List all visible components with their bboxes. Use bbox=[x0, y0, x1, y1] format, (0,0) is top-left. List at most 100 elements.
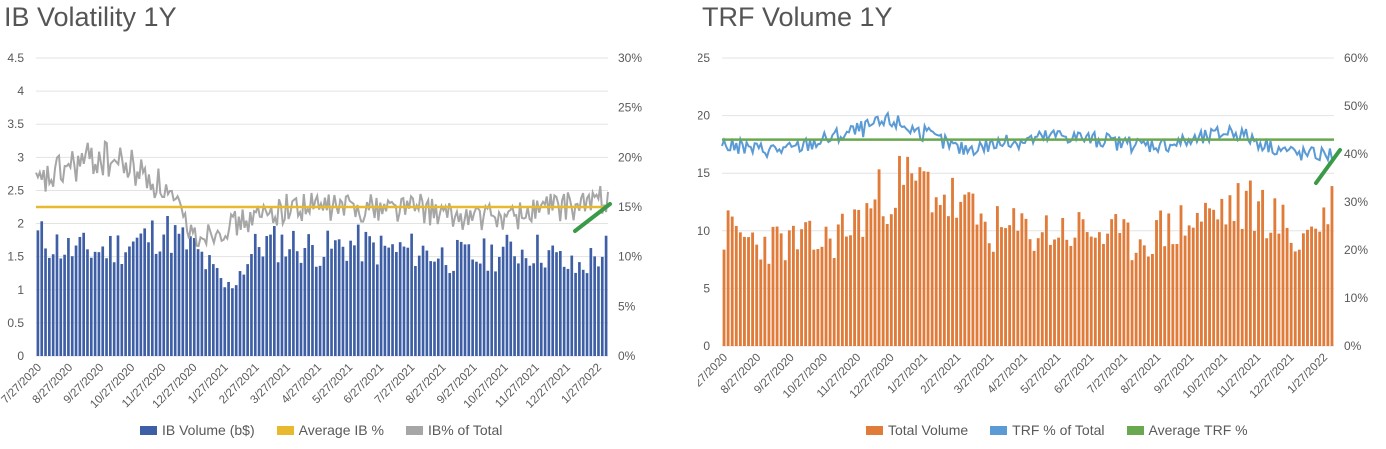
volume-bar bbox=[349, 240, 352, 356]
volume-bar bbox=[322, 256, 326, 356]
right-tick-label: 40% bbox=[1344, 147, 1368, 161]
volume-bar bbox=[1057, 237, 1061, 346]
volume-bar bbox=[429, 261, 433, 356]
volume-bar bbox=[463, 244, 467, 356]
volume-bar bbox=[1232, 221, 1236, 346]
volume-bar bbox=[227, 281, 230, 356]
volume-bar bbox=[730, 216, 734, 346]
volume-bar bbox=[755, 244, 759, 346]
volume-bar bbox=[272, 226, 276, 356]
volume-bar bbox=[910, 173, 914, 346]
volume-bar bbox=[593, 256, 596, 356]
volume-bar bbox=[467, 244, 471, 356]
volume-bar bbox=[1073, 237, 1077, 346]
volume-bar bbox=[845, 236, 848, 346]
volume-bar bbox=[353, 245, 356, 356]
volume-bar bbox=[391, 244, 394, 356]
volume-bar bbox=[51, 254, 55, 356]
volume-bar bbox=[425, 250, 429, 356]
legend-item-average-trf: Average TRF % bbox=[1126, 422, 1248, 438]
volume-bar bbox=[1212, 209, 1216, 346]
volume-bar bbox=[250, 254, 253, 356]
volume-bar bbox=[1040, 232, 1044, 346]
volume-bar bbox=[1314, 228, 1318, 346]
volume-bar bbox=[1163, 246, 1167, 346]
volume-bar bbox=[1285, 227, 1289, 346]
legend-item-total-volume: Total Volume bbox=[866, 422, 968, 438]
volume-bar bbox=[185, 249, 188, 356]
volume-bar bbox=[398, 242, 402, 356]
volume-bar bbox=[208, 255, 211, 356]
trend-arrow bbox=[1314, 148, 1342, 185]
volume-bar bbox=[951, 177, 954, 346]
volume-bar bbox=[1236, 183, 1240, 346]
volume-bar bbox=[1175, 244, 1179, 346]
volume-bar bbox=[1012, 208, 1016, 346]
volume-bar bbox=[1053, 239, 1056, 346]
volume-bar bbox=[1093, 237, 1097, 346]
volume-bar bbox=[383, 245, 387, 356]
right-tick-label: 0% bbox=[618, 349, 636, 363]
chart-legend: Total Volume TRF % of Total Average TRF … bbox=[866, 422, 1248, 438]
volume-bar bbox=[1089, 236, 1093, 346]
volume-bar bbox=[566, 268, 570, 356]
volume-bar bbox=[414, 265, 417, 356]
volume-bar bbox=[889, 214, 893, 346]
volume-bar bbox=[1281, 204, 1285, 346]
volume-bar bbox=[1122, 219, 1126, 346]
volume-bar bbox=[276, 262, 280, 356]
volume-bar bbox=[898, 155, 901, 346]
volume-bar bbox=[808, 220, 812, 346]
volume-bar bbox=[105, 258, 108, 356]
right-tick-label: 10% bbox=[618, 250, 642, 264]
volume-bar bbox=[585, 273, 589, 356]
volume-bar bbox=[942, 194, 946, 346]
volume-bar bbox=[387, 247, 391, 356]
volume-bar bbox=[747, 237, 750, 346]
volume-bar bbox=[440, 247, 444, 356]
volume-bar bbox=[234, 285, 238, 356]
legend-swatch bbox=[1126, 425, 1144, 435]
volume-bar bbox=[97, 252, 101, 356]
volume-bar bbox=[1159, 210, 1163, 346]
volume-bar bbox=[89, 257, 93, 356]
volume-bar bbox=[1224, 224, 1228, 346]
left-tick-label: 20 bbox=[698, 109, 710, 123]
volume-bar bbox=[967, 192, 971, 346]
volume-bar bbox=[934, 197, 938, 346]
legend-item-average-ib: Average IB % bbox=[276, 422, 384, 438]
volume-bar bbox=[494, 271, 497, 356]
volume-bar bbox=[812, 249, 816, 346]
volume-bar bbox=[877, 169, 881, 346]
volume-bar bbox=[63, 254, 66, 356]
volume-bar bbox=[417, 255, 421, 356]
volume-bar bbox=[231, 288, 234, 356]
volume-bar bbox=[1208, 208, 1211, 346]
volume-bar bbox=[558, 251, 562, 356]
right-tick-label: 20% bbox=[1344, 243, 1368, 257]
volume-bar bbox=[779, 233, 783, 346]
volume-bar bbox=[775, 226, 779, 346]
left-tick-label: 3.5 bbox=[7, 117, 24, 131]
volume-bar bbox=[1183, 235, 1187, 346]
volume-bar bbox=[800, 229, 803, 346]
volume-bar bbox=[116, 235, 120, 356]
volume-bar bbox=[751, 232, 755, 346]
volume-bar bbox=[1126, 222, 1130, 346]
volume-bar bbox=[578, 262, 581, 356]
legend-swatch bbox=[990, 425, 1008, 435]
volume-bar bbox=[86, 249, 89, 356]
volume-bar bbox=[922, 171, 926, 346]
volume-bar bbox=[796, 249, 799, 346]
volume-bar bbox=[242, 274, 246, 356]
volume-bar bbox=[330, 248, 333, 356]
volume-bar bbox=[200, 251, 204, 356]
volume-bar bbox=[1134, 252, 1138, 346]
volume-bar bbox=[490, 244, 494, 356]
volume-bar bbox=[181, 227, 185, 356]
volume-bar bbox=[975, 224, 979, 346]
left-tick-label: 0 bbox=[703, 339, 710, 353]
volume-bar bbox=[170, 252, 173, 356]
volume-bar bbox=[528, 265, 532, 356]
volume-bar bbox=[959, 201, 963, 346]
